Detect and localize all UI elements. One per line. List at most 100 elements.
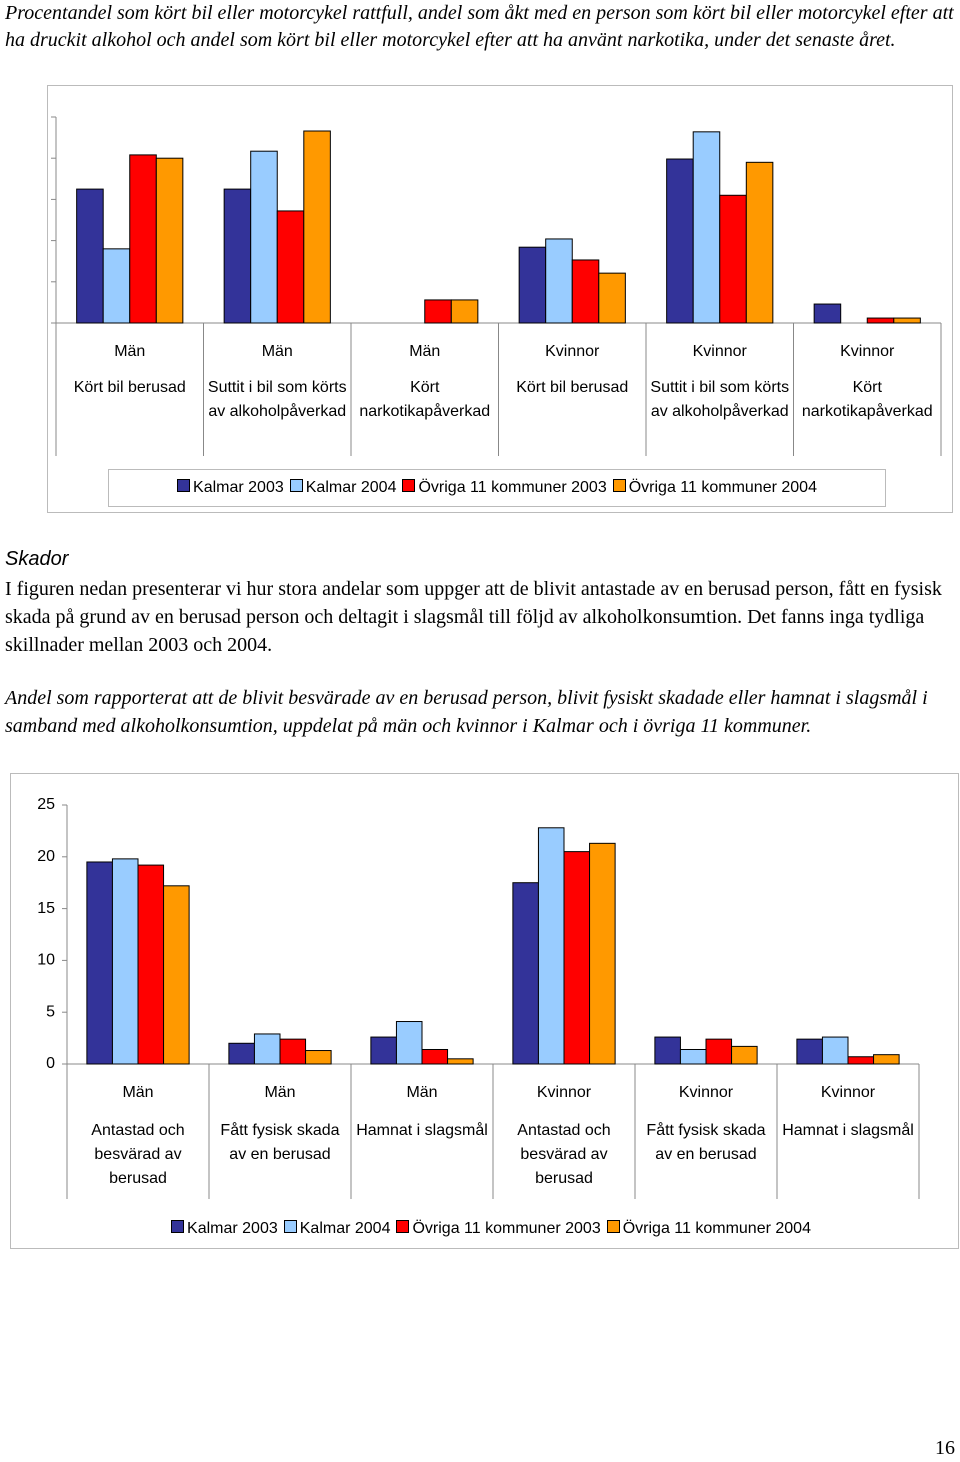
- category-group-label: Kvinnor: [545, 343, 600, 360]
- category-group-label: Kvinnor: [536, 1084, 592, 1101]
- category-group-label: Män: [122, 1084, 154, 1101]
- legend-item: Övriga 11 kommuner 2004: [606, 1220, 811, 1238]
- bar: [679, 1048, 707, 1065]
- x-tick-label: Suttit i bil som körts av alkoholpåverka…: [207, 379, 347, 420]
- plot: 012345: [51, 116, 942, 456]
- bar: [370, 1036, 397, 1065]
- bar: [228, 1042, 255, 1065]
- chart-title: Andel som rapporterat att de blivit besv…: [5, 687, 928, 737]
- x-tick-label: Fått fysisk skada av en berusad: [220, 1122, 340, 1163]
- category-group-label: Kvinnor: [692, 343, 747, 360]
- page-number: 16: [935, 1437, 955, 1459]
- chart-title: Procentandel som kört bil eller motorcyk…: [5, 2, 954, 51]
- paragraph: I figuren nedan presenterar vi hur stora…: [5, 578, 942, 656]
- bar: [223, 188, 252, 324]
- y-tick-label: 15: [37, 900, 55, 917]
- bar: [76, 188, 104, 324]
- bar: [893, 317, 921, 324]
- legend-swatch: [606, 1220, 620, 1233]
- bar: [666, 158, 694, 324]
- bar: [279, 1038, 307, 1065]
- category-group-label: Män: [261, 343, 293, 360]
- bar: [821, 1036, 849, 1065]
- bar: [719, 194, 747, 324]
- bar: [847, 1056, 875, 1065]
- bar: [129, 154, 157, 324]
- category-group-label: Män: [114, 343, 146, 360]
- bar: [250, 150, 278, 324]
- x-tick-label: Fått fysisk skada av en berusad: [646, 1122, 766, 1163]
- bar: [86, 861, 113, 1065]
- bar: [111, 858, 139, 1065]
- category-group-label: Kvinnor: [820, 1084, 876, 1101]
- y-tick-label: 5: [46, 1003, 55, 1020]
- x-tick-label: Hamnat i slagsmål: [356, 1122, 488, 1139]
- bar: [512, 882, 539, 1065]
- legend-swatch: [402, 479, 416, 492]
- chart: 0 5 10 15 20 25 Män Antastad och besvärad av be…: [10, 773, 959, 1249]
- category-group-label: Män: [406, 1084, 438, 1101]
- bar: [654, 1036, 681, 1065]
- bar: [873, 1054, 900, 1065]
- category-group-label: Kvinnor: [840, 343, 895, 360]
- legend-label: Kalmar 2003: [187, 1220, 278, 1237]
- x-tick-label: Kört bil berusad: [516, 379, 629, 396]
- legend-swatch: [396, 1220, 410, 1233]
- legend-label: Kalmar 2004: [299, 1220, 391, 1237]
- x-tick-label: Kört narkotikapåverkad: [359, 379, 491, 420]
- chart: 012345Män Kört bil berusad Män Suttit i bil…: [47, 85, 953, 513]
- x-tick-label: Kört narkotikapåverkad: [801, 379, 933, 420]
- x-tick-label: Suttit i bil som körts av alkoholpåverka…: [650, 379, 790, 420]
- bar: [518, 246, 547, 324]
- legend: Kalmar 2003 Kalmar 2004 Övriga 11 kommuner…: [108, 469, 886, 507]
- plot: 0 5 10 15 20 25: [37, 796, 920, 1199]
- bar: [421, 1048, 449, 1065]
- bar: [163, 885, 190, 1065]
- legend-swatch: [289, 479, 303, 492]
- legend-swatch: [612, 479, 626, 492]
- legend-label: Övriga 11 kommuner 2003: [418, 479, 607, 496]
- bar: [866, 317, 895, 324]
- legend-swatch: [177, 479, 191, 492]
- category-group-label: Män: [264, 1084, 296, 1101]
- legend-swatch: [171, 1220, 185, 1233]
- bar: [102, 248, 131, 324]
- category-group-label: Kvinnor: [678, 1084, 734, 1101]
- legend-label: Övriga 11 kommuner 2004: [628, 479, 817, 496]
- heading: Skador: [5, 548, 69, 570]
- bar: [563, 851, 591, 1065]
- y-tick-label: 20: [37, 848, 55, 865]
- bar: [395, 1021, 423, 1065]
- legend-label: Kalmar 2003: [193, 479, 284, 496]
- bar: [424, 299, 452, 324]
- bar: [276, 210, 305, 324]
- legend-item: Övriga 11 kommuner 2003: [402, 479, 607, 497]
- legend-item: Övriga 11 kommuner 2004: [612, 479, 817, 497]
- bar: [305, 1050, 332, 1065]
- bar: [253, 1033, 281, 1065]
- bar: [537, 827, 565, 1065]
- category-group-label: Män: [409, 343, 441, 360]
- x-tick-label: Hamnat i slagsmål: [782, 1122, 914, 1139]
- bar: [692, 131, 721, 324]
- bar: [745, 161, 774, 324]
- y-tick-label: 10: [37, 952, 55, 969]
- x-tick-label: Kört bil berusad: [73, 379, 186, 396]
- legend: Kalmar 2003 Kalmar 2004 Övriga 11 kommuner…: [111, 1214, 871, 1244]
- legend-item: Övriga 11 kommuner 2003: [396, 1220, 601, 1238]
- legend-item: Kalmar 2004: [283, 1220, 391, 1238]
- bar: [155, 157, 184, 324]
- bar: [598, 272, 626, 324]
- legend-swatch: [283, 1220, 297, 1233]
- bar: [137, 864, 165, 1065]
- bar: [589, 842, 616, 1065]
- legend-item: Kalmar 2003: [171, 1220, 278, 1238]
- x-tick-label: Antastad och besvärad av berusad: [91, 1122, 185, 1187]
- bar: [731, 1045, 758, 1065]
- bar: [545, 238, 573, 324]
- bar: [447, 1058, 474, 1065]
- bar: [303, 130, 331, 324]
- bar: [571, 259, 600, 324]
- bar: [796, 1038, 823, 1065]
